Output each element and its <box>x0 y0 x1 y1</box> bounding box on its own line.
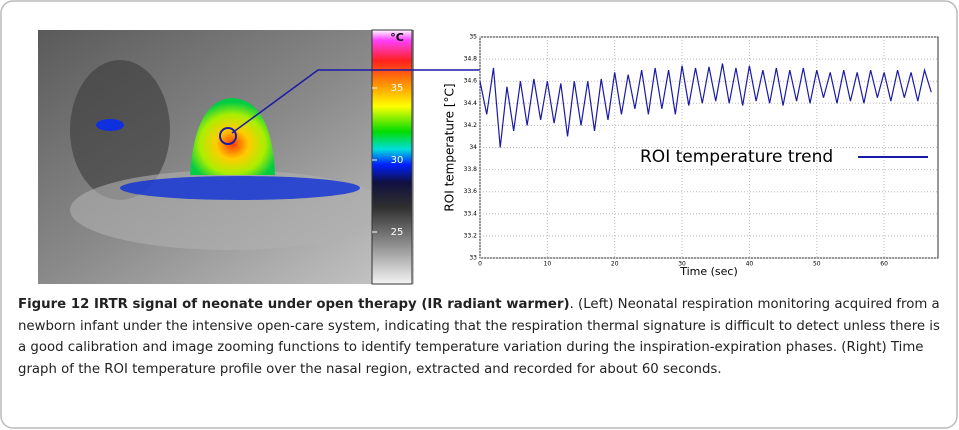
y-tick-label: 35 <box>469 34 477 41</box>
x-tick-label: 40 <box>746 261 754 268</box>
x-axis-label: Time (sec) <box>679 265 738 278</box>
y-tick-label: 33.2 <box>464 232 478 239</box>
y-tick-label: 33.8 <box>464 166 478 173</box>
x-tick-label: 60 <box>880 261 888 268</box>
colorbar-label: 25 <box>391 227 404 238</box>
colorbar-unit: °C <box>390 31 404 44</box>
colorbar-label: 35 <box>391 83 404 94</box>
y-tick-label: 34.6 <box>464 78 478 85</box>
caption-title: Figure 12 IRTR signal of neonate under o… <box>18 297 570 312</box>
y-tick-label: 33.4 <box>464 210 478 217</box>
y-axis-label: ROI temperature [°C] <box>443 83 457 211</box>
chart: 33 33.2 33.4 33.6 33.8 34 34.2 34.4 34.6 34.8 35 0 1… <box>443 34 939 279</box>
x-tick-label: 50 <box>813 261 821 268</box>
x-tick-label: 0 <box>478 261 482 268</box>
y-tick-label: 33 <box>469 255 477 262</box>
cool-region <box>96 119 124 131</box>
x-tick-label: 10 <box>544 261 552 268</box>
cool-region <box>120 176 360 200</box>
y-tick-label: 33.6 <box>464 188 478 195</box>
legend-label: ROI temperature trend <box>640 147 833 167</box>
y-tick-label: 34.2 <box>464 122 478 129</box>
y-tick-label: 34.8 <box>464 56 478 63</box>
y-tick-label: 34.4 <box>464 100 478 107</box>
caption: Figure 12 IRTR signal of neonate under o… <box>18 294 948 380</box>
colorbar-label: 30 <box>391 155 404 166</box>
figure-page: °C 3333.233.433.633.83434.234.434.634.83… <box>0 0 959 430</box>
y-tick-label: 34 <box>469 144 477 151</box>
x-tick-label: 20 <box>611 261 619 268</box>
